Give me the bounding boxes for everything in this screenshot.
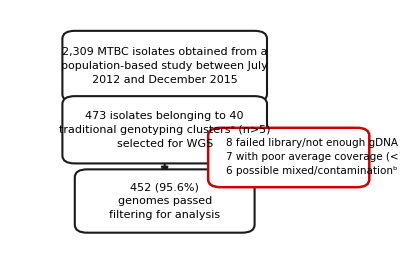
FancyBboxPatch shape xyxy=(75,169,254,233)
Text: 452 (95.6%)
genomes passed
filtering for analysis: 452 (95.6%) genomes passed filtering for… xyxy=(109,182,220,220)
FancyBboxPatch shape xyxy=(62,96,267,163)
FancyBboxPatch shape xyxy=(208,128,369,187)
Text: 8 failed library/not enough gDNA
7 with poor average coverage (<15x)
6 possible : 8 failed library/not enough gDNA 7 with … xyxy=(226,139,400,177)
Text: 473 isolates belonging to 40
traditional genotyping clustersᵃ (n>5)
selected for: 473 isolates belonging to 40 traditional… xyxy=(59,111,270,149)
Text: 2,309 MTBC isolates obtained from a
population-based study between July
2012 and: 2,309 MTBC isolates obtained from a popu… xyxy=(61,48,268,86)
FancyBboxPatch shape xyxy=(62,31,267,102)
